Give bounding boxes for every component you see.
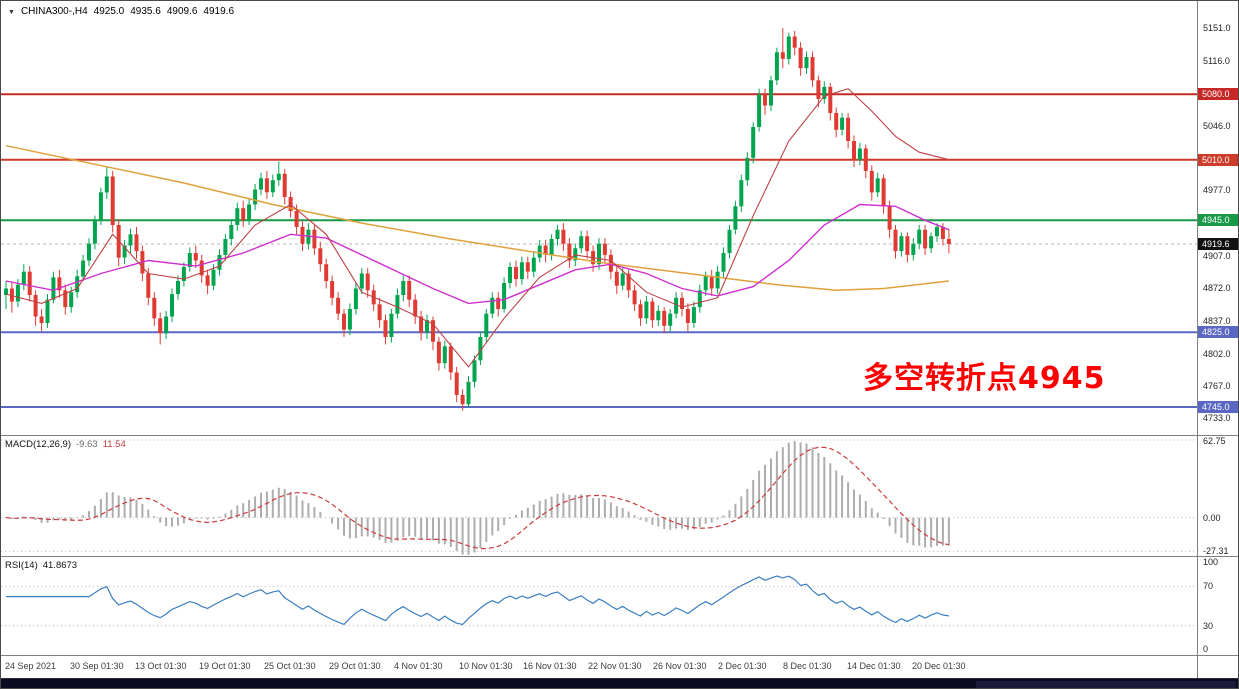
axis-price-badge: 5010.0 bbox=[1198, 154, 1238, 166]
axis-tick-label: 70 bbox=[1203, 581, 1214, 592]
date-label: 22 Nov 01:30 bbox=[588, 661, 642, 671]
rsi-label-row: RSI(14) 41.8673 bbox=[5, 560, 82, 571]
date-label: 30 Sep 01:30 bbox=[70, 661, 124, 671]
axis-tick-label: 62.75 bbox=[1203, 436, 1226, 446]
axis-tick-label: 4733.0 bbox=[1203, 413, 1231, 424]
axis-tick-label: 4872.0 bbox=[1203, 283, 1231, 294]
price-chart-svg bbox=[1, 28, 1197, 411]
axis-tick-label: 4802.0 bbox=[1203, 348, 1231, 359]
date-label: 19 Oct 01:30 bbox=[199, 661, 251, 671]
panel-separator bbox=[1, 655, 1238, 656]
axis-tick-label: -27.31 bbox=[1203, 546, 1229, 557]
macd-signal-value: 11.54 bbox=[102, 439, 126, 450]
ohlc-low: 4909.6 bbox=[166, 6, 198, 17]
macd-panel-canvas[interactable]: MACD(12,26,9) -9.63 11.54 bbox=[1, 436, 1197, 556]
macd-indicator-label: MACD(12,26,9) bbox=[5, 439, 71, 450]
axis-tick-label: 100 bbox=[1203, 557, 1219, 567]
date-label: 4 Nov 01:30 bbox=[394, 661, 443, 671]
symbol-dropdown-icon[interactable]: ▼ bbox=[8, 9, 15, 16]
date-label: 26 Nov 01:30 bbox=[653, 661, 707, 671]
date-label: 10 Nov 01:30 bbox=[459, 661, 513, 671]
macd-value-axis[interactable]: 62.75 0.00 -27.31 bbox=[1198, 436, 1238, 557]
ma-slow-orange[interactable] bbox=[5, 144, 949, 292]
rsi-panel-canvas[interactable]: RSI(14) 41.8673 bbox=[1, 557, 1197, 655]
date-label: 24 Sep 2021 bbox=[5, 661, 57, 671]
axis-tick-label: 5151.0 bbox=[1203, 23, 1231, 34]
axis-price-badge: 4745.0 bbox=[1198, 401, 1238, 413]
scrollbar-thumb[interactable] bbox=[976, 681, 1236, 688]
rsi-value-axis[interactable]: 100 70 30 0 bbox=[1198, 557, 1238, 655]
date-label: 25 Oct 01:30 bbox=[264, 661, 316, 671]
rsi-svg bbox=[1, 575, 1197, 627]
main-chart-canvas[interactable] bbox=[1, 1, 1197, 435]
symbol-timeframe-label: CHINA300-,H4 bbox=[20, 6, 88, 17]
axis-tick-label: 30 bbox=[1203, 620, 1214, 631]
rsi-value: 41.8673 bbox=[42, 560, 78, 571]
macd-label-row: MACD(12,26,9) -9.63 11.54 bbox=[5, 439, 131, 450]
axis-tick-label: 5046.0 bbox=[1203, 121, 1231, 132]
date-label: 2 Dec 01:30 bbox=[718, 661, 767, 671]
panel-separator[interactable] bbox=[1, 556, 1238, 557]
ma-mid-magenta[interactable] bbox=[5, 203, 950, 305]
axis-price-badge: 4945.0 bbox=[1198, 214, 1238, 226]
chart-text-annotation[interactable]: 多空转折点4945 bbox=[863, 361, 1106, 396]
axis-tick-label: 4767.0 bbox=[1203, 381, 1231, 392]
macd-signal-line bbox=[5, 446, 950, 550]
rsi-line bbox=[6, 575, 949, 626]
axis-price-badge: 4919.6 bbox=[1198, 238, 1238, 250]
panel-separator[interactable] bbox=[1, 435, 1238, 436]
axis-tick-label: 4907.0 bbox=[1203, 250, 1231, 261]
date-label: 13 Oct 01:30 bbox=[135, 661, 187, 671]
ohlc-high: 4935.6 bbox=[130, 6, 161, 17]
main-price-axis[interactable]: 5151.0 5116.0 5046.0 4977.0 4907.0 4872.0 4837… bbox=[1198, 1, 1238, 435]
date-label: 14 Dec 01:30 bbox=[847, 661, 901, 671]
date-label: 8 Dec 01:30 bbox=[783, 661, 832, 671]
date-label: 29 Oct 01:30 bbox=[329, 661, 381, 671]
axis-tick-label: 0.00 bbox=[1203, 512, 1221, 523]
price-axis-border bbox=[1197, 1, 1198, 678]
date-label: 20 Dec 01:30 bbox=[912, 661, 966, 671]
axis-tick-label: 4837.0 bbox=[1203, 316, 1231, 327]
macd-main-value: -9.63 bbox=[76, 439, 98, 450]
rsi-indicator-label: RSI(14) bbox=[5, 560, 38, 571]
ohlc-open: 4925.0 bbox=[93, 6, 125, 17]
ohlc-close: 4919.6 bbox=[203, 6, 235, 17]
ma-fast-crimson[interactable] bbox=[5, 88, 950, 368]
axis-tick-label: 5116.0 bbox=[1203, 55, 1230, 66]
axis-tick-label: 4977.0 bbox=[1203, 185, 1231, 196]
horizontal-scrollbar[interactable] bbox=[1, 678, 1238, 688]
time-axis[interactable]: 24 Sep 2021 30 Sep 01:30 13 Oct 01:30 19 Oc… bbox=[1, 656, 1197, 678]
date-label: 16 Nov 01:30 bbox=[523, 661, 577, 671]
axis-price-badge: 5080.0 bbox=[1198, 88, 1238, 100]
macd-histogram bbox=[10, 440, 950, 555]
axis-tick-label: 0 bbox=[1203, 644, 1209, 654]
axis-price-badge: 4825.0 bbox=[1198, 326, 1238, 338]
chart-title-bar: ▼ CHINA300-,H4 4925.0 4935.6 4909.6 4919.6 bbox=[8, 6, 240, 17]
macd-svg bbox=[1, 439, 1197, 555]
